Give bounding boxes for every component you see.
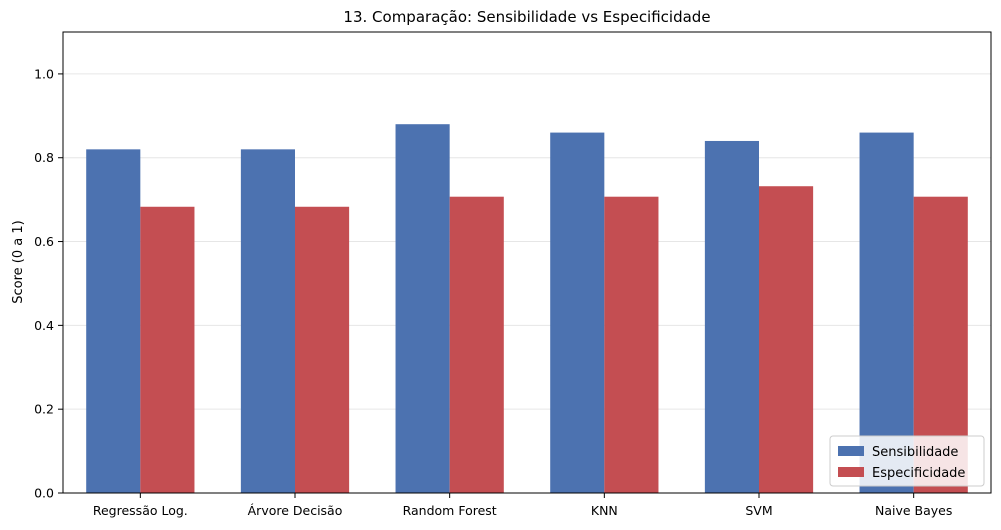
x-tick-label: KNN xyxy=(591,503,618,518)
x-tick-label: Random Forest xyxy=(403,503,497,518)
bar-sensibilidade xyxy=(859,132,914,493)
legend-label: Especificidade xyxy=(872,466,965,481)
bar-sensibilidade xyxy=(395,124,450,493)
legend-swatch xyxy=(838,467,864,477)
x-tick-label: Regressão Log. xyxy=(93,503,188,518)
plot-frame xyxy=(62,31,992,494)
bar-especificidade xyxy=(604,196,659,493)
bar-especificidade xyxy=(449,196,504,493)
legend-label: Sensibilidade xyxy=(872,445,958,460)
bar-especificidade xyxy=(295,206,350,493)
y-tick-label: 0.4 xyxy=(34,318,54,333)
bar-especificidade xyxy=(759,186,814,493)
y-tick-label: 0.2 xyxy=(34,402,54,417)
bar-sensibilidade xyxy=(240,149,295,493)
x-tick-label: SVM xyxy=(745,503,772,518)
y-tick-label: 0.8 xyxy=(34,150,54,165)
axes xyxy=(62,31,992,494)
x-tick-label: Naive Bayes xyxy=(875,503,952,518)
bar-sensibilidade xyxy=(86,149,141,493)
y-ticks: 0.0 0.2 0.4 0.6 0.8 1.0 xyxy=(34,66,63,501)
bar-sensibilidade xyxy=(704,140,759,494)
bar-especificidade xyxy=(140,206,195,493)
x-tick-label: Árvore Decisão xyxy=(248,503,343,518)
y-tick-label: 1.0 xyxy=(34,66,54,81)
x-ticks: Regressão Log. Árvore Decisão Random Fores… xyxy=(93,493,952,518)
y-tick-label: 0.0 xyxy=(34,486,54,501)
y-tick-label: 0.6 xyxy=(34,234,54,249)
chart-title: 13. Comparação: Sensibilidade vs Especif… xyxy=(343,8,710,26)
legend-swatch xyxy=(838,446,864,456)
bar-sensibilidade xyxy=(550,132,605,493)
legend-box xyxy=(829,435,985,487)
y-axis-label: Score (0 a 1) xyxy=(11,220,26,303)
legend: Sensibilidade Especificidade xyxy=(829,435,985,487)
grid-lines xyxy=(63,73,991,410)
